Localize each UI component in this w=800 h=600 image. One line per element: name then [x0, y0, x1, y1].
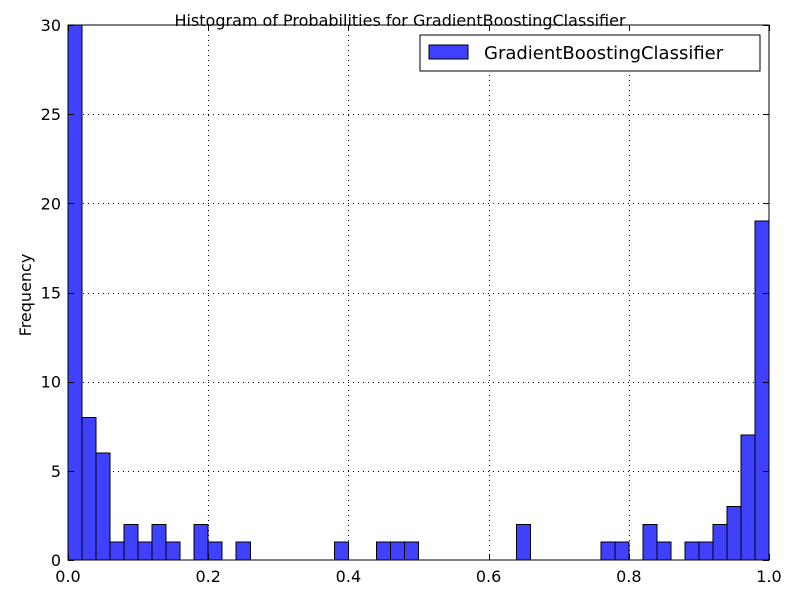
histogram-bar [403, 541, 420, 560]
chart-title: Histogram of Probabilities for GradientB… [174, 11, 626, 30]
legend-swatch [428, 44, 469, 60]
plot-background [68, 25, 769, 560]
histogram-bar [81, 416, 97, 560]
histogram-bar [740, 434, 756, 560]
x-tick-labels: 0.0 0.2 0.4 0.6 0.8 1.0 [55, 567, 781, 586]
y-tick-labels: 0 5 10 15 20 25 30 [41, 16, 61, 570]
y-axis-label: Frequency [16, 254, 35, 337]
x-tick-label: 1.0 [756, 567, 781, 586]
histogram-bar [333, 541, 349, 560]
histogram-bar [68, 25, 83, 560]
histogram-bar [151, 523, 167, 560]
histogram-bar [95, 452, 111, 560]
histogram-bar [123, 523, 139, 560]
histogram-bar [684, 541, 700, 560]
y-tick-label: 20 [41, 194, 61, 213]
legend: GradientBoostingClassifier [419, 34, 761, 72]
x-tick-label: 0.6 [476, 567, 501, 586]
y-tick-label: 10 [41, 373, 61, 392]
plot-frame [67, 24, 770, 561]
x-tick-label: 0.2 [195, 567, 220, 586]
histogram-bar [614, 541, 630, 560]
y-tick-label: 30 [41, 16, 61, 35]
y-tick-label: 15 [41, 284, 61, 303]
histogram-bar [109, 541, 125, 560]
axis-ticks [68, 25, 770, 561]
histogram-bar [712, 523, 728, 560]
histogram-bar [389, 541, 405, 560]
y-tick-label: 5 [51, 462, 61, 481]
histogram-bar [193, 523, 209, 560]
histogram-bar [235, 541, 251, 560]
histogram-bar [165, 541, 181, 560]
histogram-bar [754, 220, 769, 560]
legend-label: GradientBoostingClassifier [484, 43, 724, 64]
histogram-bar [726, 506, 742, 560]
x-tick-label: 0.0 [55, 567, 80, 586]
histogram-bar [207, 541, 223, 560]
histogram-bar [642, 523, 658, 560]
histogram-bar [698, 541, 714, 560]
histogram-bar [600, 541, 616, 560]
histogram-bar [516, 523, 532, 560]
x-tick-label: 0.8 [616, 567, 641, 586]
legend-box [419, 34, 761, 72]
y-tick-label: 0 [51, 551, 61, 570]
grid-lines [68, 25, 769, 560]
y-tick-label: 25 [41, 105, 61, 124]
histogram-bar [656, 541, 672, 560]
histogram-bar [137, 541, 153, 560]
x-tick-label: 0.4 [336, 567, 361, 586]
histogram-bar [375, 541, 391, 560]
